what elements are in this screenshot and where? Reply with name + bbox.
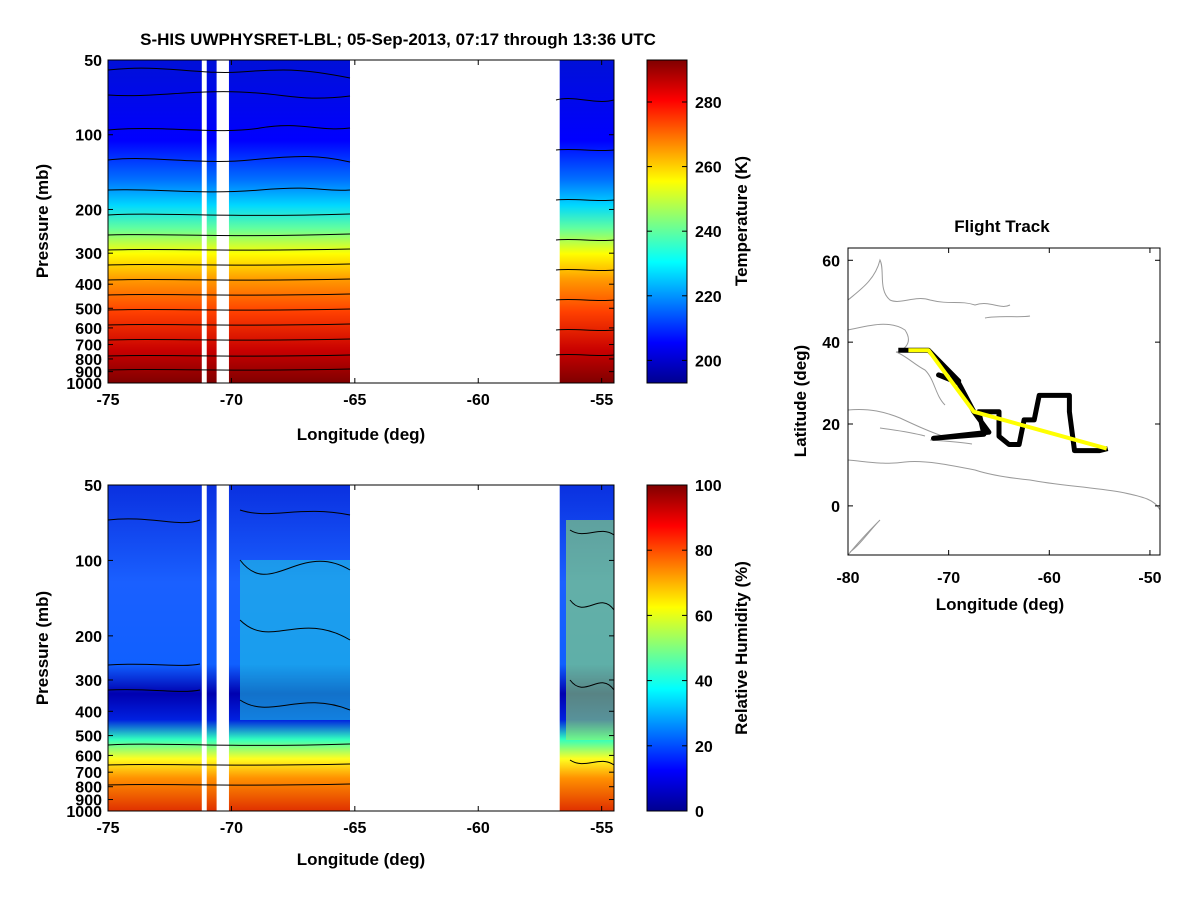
humidity-data-gap <box>552 485 560 811</box>
temperature-heatmap-left <box>108 60 350 383</box>
temperature-contours <box>108 67 614 371</box>
humidity-ytick-label: 100 <box>75 553 102 570</box>
humidity-colorbar-tick-label: 60 <box>695 608 713 625</box>
humidity-ytick-label: 600 <box>75 748 102 765</box>
humidity-axis-ticks: -75 -70 -65 -60 -55 50 100 200 300 400 500 60070080… <box>66 478 614 837</box>
humidity-colorbar-label: Relative Humidity (%) <box>732 561 751 735</box>
full-track-line <box>898 347 1109 454</box>
temperature-colorbar-label: Temperature (K) <box>732 156 751 286</box>
humidity-ytick-label: 900 <box>75 793 102 810</box>
humidity-ytick-label: 50 <box>84 478 102 495</box>
temperature-colorbar-tick-label: 240 <box>695 224 722 241</box>
humidity-colorbar-tick-label: 20 <box>695 739 713 756</box>
map-coastlines <box>848 258 1160 555</box>
humidity-data-gap <box>216 485 229 811</box>
humidity-moist-patch <box>240 560 350 720</box>
flight-track-xlabel: Longitude (deg) <box>936 595 1064 614</box>
flight-track-ytick-label: 60 <box>822 253 840 270</box>
flight-track-axis-ticks: -80 -70 -60 -50 0 20 40 60 <box>822 248 1162 587</box>
retrieval-segment-line <box>908 348 1108 451</box>
humidity-axes-box <box>107 484 615 812</box>
temperature-ytick-label: 700 <box>75 338 102 355</box>
humidity-data-gap <box>201 485 207 811</box>
temperature-xtick-label: -55 <box>590 392 613 409</box>
temperature-data-gap <box>552 60 560 383</box>
flight-track-ytick-label: 20 <box>822 417 840 434</box>
temperature-axis-ticks: -75 -70 -65 -60 -55 50 100 200 300 400 500 60070080… <box>66 53 614 409</box>
temperature-axes-box <box>107 59 615 384</box>
flight-track-xtick-label: -50 <box>1138 570 1161 587</box>
humidity-colorbar-tick-label: 80 <box>695 543 713 560</box>
flight-track-ytick-label: 40 <box>822 335 840 352</box>
humidity-xtick-label: -60 <box>467 820 490 837</box>
temperature-data-gap <box>216 60 229 383</box>
temperature-ytick-label: 400 <box>75 277 102 294</box>
temperature-ytick-label: 100 <box>75 128 102 145</box>
temperature-ytick-label: 50 <box>84 53 102 70</box>
humidity-contours <box>108 509 614 786</box>
temperature-ytick-label: 300 <box>75 246 102 263</box>
temperature-xlabel: Longitude (deg) <box>297 425 425 444</box>
temperature-ytick-label: 200 <box>75 202 102 219</box>
flight-track-panel: Flight Track -80 -70 -60 -50 0 20 40 60 Longitu… <box>791 217 1162 614</box>
humidity-ylabel: Pressure (mb) <box>33 591 52 705</box>
humidity-ytick-label: 300 <box>75 673 102 690</box>
humidity-colorbar-tick-label: 0 <box>695 804 704 821</box>
humidity-ytick-label: 500 <box>75 729 102 746</box>
flight-track-xtick-label: -60 <box>1038 570 1061 587</box>
humidity-xtick-label: -75 <box>96 820 119 837</box>
temperature-data-gap <box>354 60 550 383</box>
temperature-colorbar: 200 220 240 260 280 Temperature (K) <box>646 59 751 384</box>
humidity-ytick-label: 200 <box>75 629 102 646</box>
humidity-xlabel: Longitude (deg) <box>297 850 425 869</box>
temperature-colorbar-tick-label: 280 <box>695 95 722 112</box>
temperature-heatmap-right <box>556 60 614 383</box>
temperature-colorbar-tick-label: 200 <box>695 353 722 370</box>
temperature-xtick-label: -75 <box>96 392 119 409</box>
flight-track-lines <box>898 347 1109 454</box>
humidity-colorbar: 0 20 40 60 80 100 Relative Humidity (%) <box>646 478 751 821</box>
temperature-data-gap <box>201 60 207 383</box>
flight-track-ylabel: Latitude (deg) <box>791 345 810 457</box>
humidity-ytick-label: 1000 <box>66 804 102 821</box>
flight-track-axes-box <box>847 247 1161 556</box>
temperature-xtick-label: -70 <box>220 392 243 409</box>
humidity-colorbar-tick-label: 100 <box>695 478 722 495</box>
flight-track-xtick-label: -80 <box>836 570 859 587</box>
humidity-colorbar-scale <box>646 484 688 812</box>
humidity-ytick-label: 700 <box>75 765 102 782</box>
figure-title: S-HIS UWPHYSRET-LBL; 05-Sep-2013, 07:17 … <box>140 30 656 49</box>
temperature-ytick-label: 800 <box>75 352 102 369</box>
humidity-xtick-label: -65 <box>343 820 366 837</box>
flight-track-xtick-label: -70 <box>937 570 960 587</box>
temperature-field <box>108 60 614 383</box>
humidity-colorbar-tick-label: 40 <box>695 674 713 691</box>
humidity-ytick-label: 800 <box>75 780 102 797</box>
temperature-colorbar-scale <box>646 59 688 384</box>
flight-track-title: Flight Track <box>954 217 1050 236</box>
temperature-ytick-label: 500 <box>75 301 102 318</box>
temperature-xtick-label: -60 <box>467 392 490 409</box>
humidity-data-gap <box>354 485 550 811</box>
humidity-panel: -75 -70 -65 -60 -55 50 100 200 300 400 500 60070080… <box>33 478 615 869</box>
humidity-moist-patch-right <box>566 520 614 740</box>
temperature-colorbar-tick-label: 260 <box>695 160 722 177</box>
flight-track-ytick-label: 0 <box>831 499 840 516</box>
humidity-xtick-label: -55 <box>590 820 613 837</box>
temperature-ytick-label: 600 <box>75 321 102 338</box>
temperature-ytick-label: 1000 <box>66 376 102 393</box>
temperature-ylabel: Pressure (mb) <box>33 164 52 278</box>
humidity-field <box>108 485 614 811</box>
temperature-panel: -75 -70 -65 -60 -55 50 100 200 300 400 500 60070080… <box>33 53 615 444</box>
temperature-ytick-label: 900 <box>75 365 102 382</box>
humidity-ytick-label: 400 <box>75 704 102 721</box>
humidity-xtick-label: -70 <box>220 820 243 837</box>
temperature-colorbar-tick-label: 220 <box>695 289 722 306</box>
temperature-xtick-label: -65 <box>343 392 366 409</box>
